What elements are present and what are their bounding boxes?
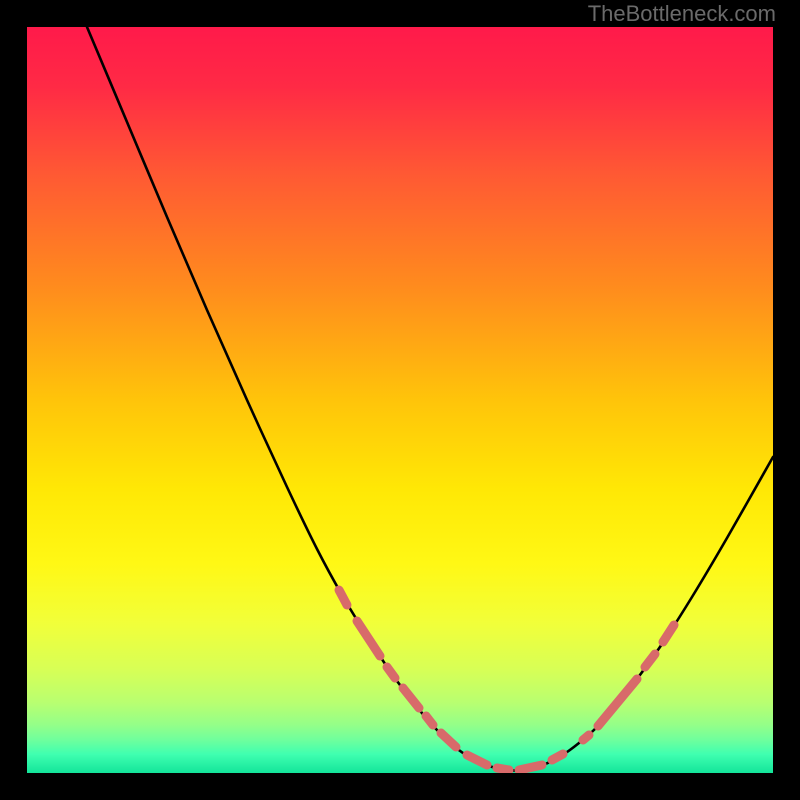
dash-segment <box>403 688 419 708</box>
dash-segment <box>441 733 456 747</box>
dash-segment <box>339 590 347 605</box>
dash-segment <box>519 765 542 770</box>
plot-area <box>27 27 773 773</box>
highlight-dash-segments <box>339 590 674 770</box>
dash-segment <box>583 735 589 740</box>
dash-segment <box>663 625 674 642</box>
dash-segment <box>645 654 655 667</box>
dash-segment <box>497 768 509 770</box>
dash-segment <box>357 621 380 656</box>
dash-segment <box>552 754 563 760</box>
dash-segment <box>598 679 637 726</box>
dash-segment <box>387 667 395 678</box>
dash-segment <box>467 755 487 765</box>
dash-segment <box>426 716 433 725</box>
watermark-text: TheBottleneck.com <box>588 1 776 27</box>
bottleneck-curve <box>87 27 773 771</box>
chart-curve-layer <box>27 27 773 773</box>
